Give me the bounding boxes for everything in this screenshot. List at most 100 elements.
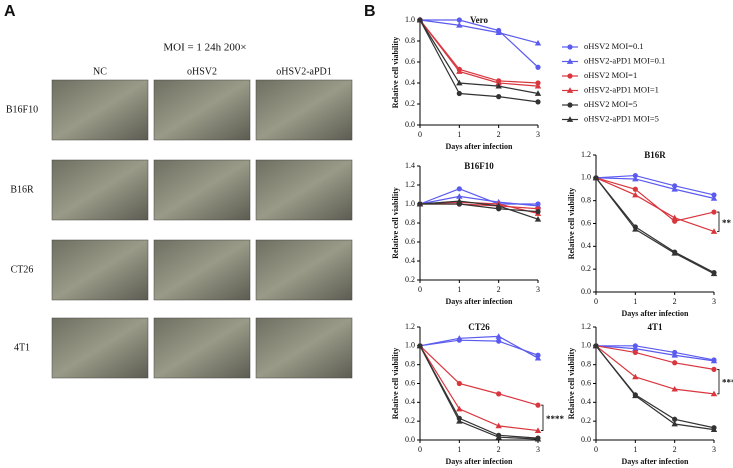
y-tick-label: 1.0 xyxy=(405,199,415,208)
y-tick-label: 0.2 xyxy=(581,416,591,425)
panel-header: MOI = 1 24h 200× xyxy=(163,42,246,54)
y-tick-label: 0.2 xyxy=(405,99,415,108)
data-point xyxy=(671,214,678,221)
data-point xyxy=(496,94,502,100)
x-tick-label: 0 xyxy=(418,130,422,139)
legend-marker xyxy=(566,116,574,122)
data-point xyxy=(671,249,678,256)
y-tick-label: 1.0 xyxy=(581,173,591,182)
data-point xyxy=(495,82,502,89)
x-tick-label: 1 xyxy=(633,297,637,306)
series-line xyxy=(419,195,539,207)
legend-label: oHSV2 MOI=0.1 xyxy=(584,41,644,51)
series-line xyxy=(419,19,539,84)
x-tick-label: 2 xyxy=(673,297,677,306)
significance-bracket xyxy=(541,404,544,431)
x-tick-label: 1 xyxy=(633,445,637,454)
micrograph xyxy=(153,239,251,301)
x-tick-label: 2 xyxy=(497,285,501,294)
series-line xyxy=(419,345,539,440)
column-label: oHSV2 xyxy=(187,66,217,77)
y-tick-label: 0.0 xyxy=(405,435,415,444)
micrograph xyxy=(51,239,149,301)
x-axis-label: Days after infection xyxy=(622,309,690,318)
y-tick-label: 0.8 xyxy=(405,218,415,227)
x-tick-label: 1 xyxy=(457,285,461,294)
y-tick-label: 1.2 xyxy=(405,322,415,331)
panel-label: B xyxy=(364,3,376,20)
series-line xyxy=(420,19,539,68)
annotation: **** xyxy=(722,378,733,388)
data-point xyxy=(495,422,502,429)
data-point xyxy=(632,349,638,356)
y-tick-label: 0.4 xyxy=(405,397,415,406)
y-tick-label: 0.4 xyxy=(581,241,591,250)
data-point xyxy=(495,333,502,339)
series-line xyxy=(419,200,539,220)
y-tick-label: 0.2 xyxy=(405,416,415,425)
data-point xyxy=(535,402,541,408)
data-point xyxy=(496,391,502,397)
data-point xyxy=(534,90,542,96)
data-point xyxy=(456,17,462,23)
micrograph xyxy=(153,317,251,379)
y-axis-label: Relative cell viability xyxy=(567,348,576,420)
legend-marker xyxy=(567,73,573,79)
y-tick-label: 0.6 xyxy=(405,237,415,246)
data-point xyxy=(632,373,639,380)
legend-label: oHSV2-aPD1 MOI=5 xyxy=(584,113,659,123)
y-axis-label: Relative cell viability xyxy=(391,37,400,109)
y-tick-label: 0.4 xyxy=(405,256,415,265)
series-line xyxy=(419,19,539,95)
y-tick-label: 1.2 xyxy=(405,180,415,189)
data-point xyxy=(534,435,542,442)
series-line xyxy=(419,19,539,103)
data-point xyxy=(632,172,638,179)
data-point xyxy=(496,338,502,344)
legend-label: oHSV2-aPD1 MOI=0.1 xyxy=(584,55,665,65)
data-point xyxy=(534,427,542,433)
chart-title: 4T1 xyxy=(647,322,663,332)
data-point xyxy=(711,209,717,215)
x-axis-label: Days after infection xyxy=(446,142,514,151)
series-line xyxy=(419,345,539,406)
series-line xyxy=(420,203,539,213)
legend-marker xyxy=(567,102,573,108)
legend-label: oHSV2 MOI=5 xyxy=(584,99,637,109)
x-tick-label: 3 xyxy=(536,285,540,294)
y-tick-label: 0.0 xyxy=(405,120,415,129)
legend-marker xyxy=(566,58,574,64)
data-point xyxy=(671,352,678,358)
x-tick-label: 3 xyxy=(536,445,540,454)
y-tick-label: 0.8 xyxy=(405,359,415,368)
data-point xyxy=(456,193,463,199)
x-tick-label: 0 xyxy=(418,285,422,294)
x-tick-label: 3 xyxy=(536,130,540,139)
y-tick-label: 0.2 xyxy=(581,264,591,273)
data-point xyxy=(456,197,463,204)
legend-marker xyxy=(566,87,574,93)
data-point xyxy=(632,186,638,192)
data-point xyxy=(710,228,718,234)
series-line xyxy=(419,19,539,44)
y-tick-label: 0.6 xyxy=(405,57,415,66)
y-tick-label: 0.6 xyxy=(581,378,591,387)
significance-bracket xyxy=(717,211,720,232)
data-point xyxy=(672,360,678,366)
series-line xyxy=(419,345,539,439)
chart-title: B16F10 xyxy=(464,161,494,171)
data-point xyxy=(632,226,639,232)
column-label: oHSV2-aPD1 xyxy=(276,66,332,77)
y-tick-label: 1.0 xyxy=(405,341,415,350)
data-point xyxy=(456,417,463,424)
row-label: CT26 xyxy=(11,264,34,275)
y-tick-label: 0.6 xyxy=(581,218,591,227)
significance-bracket xyxy=(717,368,720,395)
series-line xyxy=(419,188,538,205)
legend-label: oHSV2-aPD1 MOI=1 xyxy=(584,84,659,94)
y-tick-label: 0.6 xyxy=(405,378,415,387)
data-point xyxy=(535,209,541,215)
x-tick-label: 0 xyxy=(594,297,598,306)
micrograph xyxy=(51,159,149,221)
